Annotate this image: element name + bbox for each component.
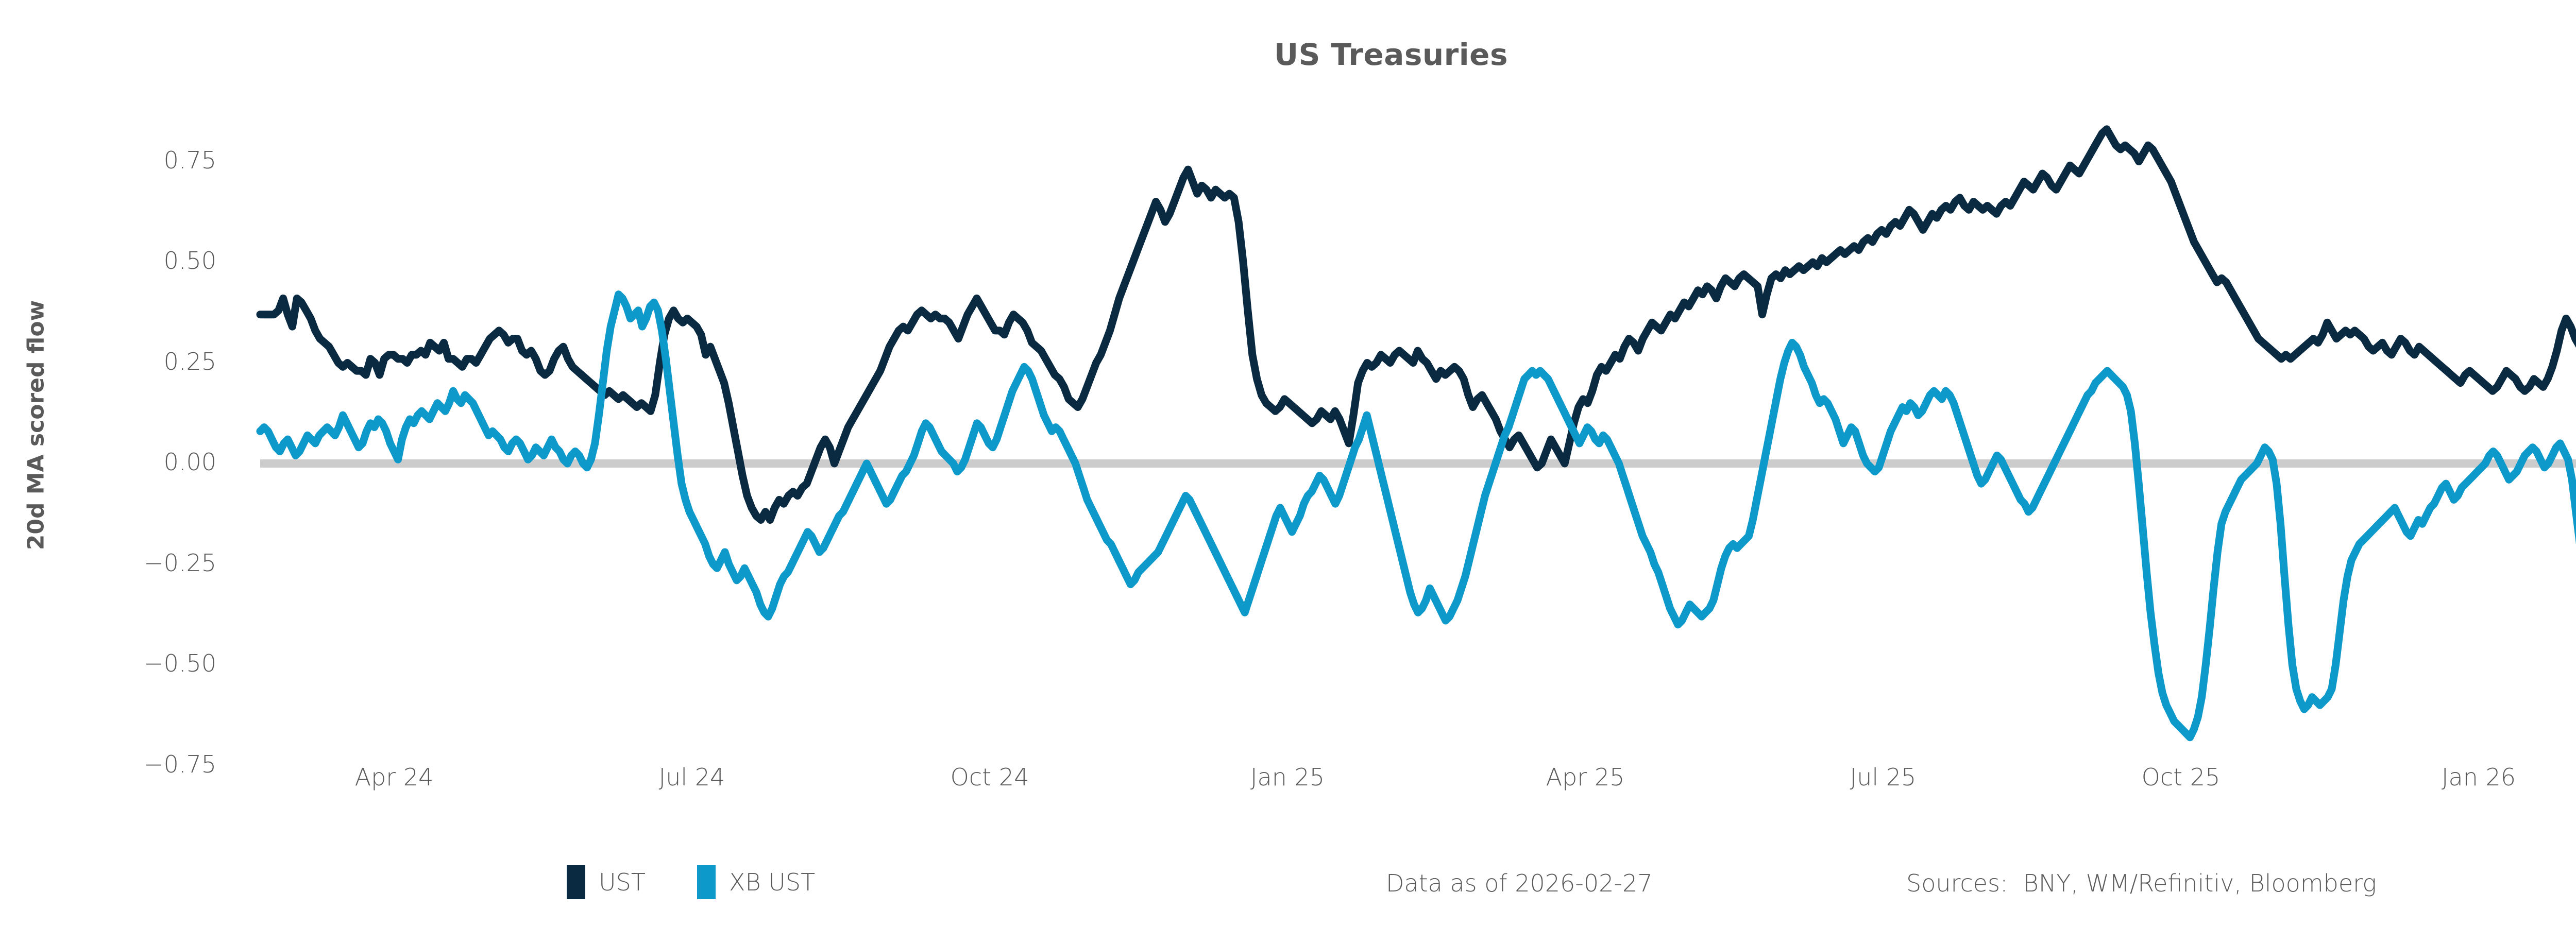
y-tick-label: 0.25 bbox=[163, 347, 216, 375]
legend-item-ust[interactable]: UST bbox=[567, 865, 646, 899]
y-tick-label: 0.00 bbox=[163, 448, 216, 476]
y-tick-label: −0.75 bbox=[144, 750, 216, 778]
page-title: US Treasuries bbox=[1274, 37, 1508, 72]
y-tick-label: −0.50 bbox=[144, 649, 216, 677]
x-tick-label: Jan 26 bbox=[2441, 763, 2516, 791]
data-as-of-note: Data as of 2026-02-27 bbox=[1386, 869, 1653, 897]
y-tick-label: 0.75 bbox=[163, 146, 216, 174]
x-tick-label: Jul 25 bbox=[1850, 763, 1917, 791]
series-line-xb-ust bbox=[256, 290, 2576, 742]
legend: UST XB UST bbox=[567, 865, 867, 899]
legend-label-ust: UST bbox=[599, 868, 646, 896]
y-tick-label: 0.50 bbox=[163, 247, 216, 274]
legend-item-xb-ust[interactable]: XB UST bbox=[697, 865, 815, 899]
x-tick-label: Jan 25 bbox=[1250, 763, 1325, 791]
legend-swatch-xb-ust bbox=[697, 865, 716, 899]
sources-note: Sources: BNY, WM/Refinitiv, Bloomberg bbox=[1906, 869, 2377, 897]
x-tick-label: Oct 25 bbox=[2141, 763, 2221, 791]
x-tick-label: Jul 24 bbox=[658, 763, 725, 791]
x-tick-label: Apr 25 bbox=[1546, 763, 1625, 791]
legend-swatch-ust bbox=[567, 865, 585, 899]
series-line-ust bbox=[256, 125, 2576, 524]
x-tick-label: Apr 24 bbox=[354, 763, 434, 791]
legend-label-xb-ust: XB UST bbox=[728, 868, 816, 896]
x-tick-label: Oct 24 bbox=[950, 763, 1029, 791]
y-tick-label: −0.25 bbox=[144, 548, 216, 577]
